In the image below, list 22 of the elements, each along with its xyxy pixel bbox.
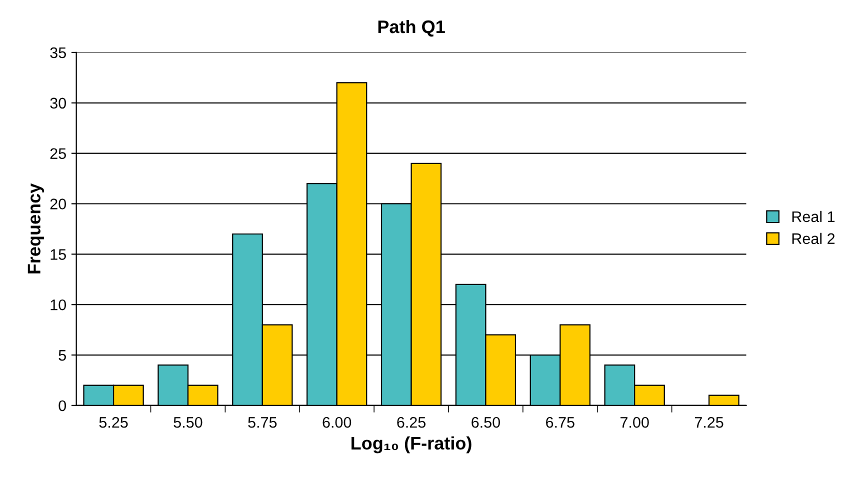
x-tick-label: 6.00 [322, 416, 352, 428]
x-tick-label: 6.25 [397, 416, 426, 428]
y-axis-title: Frequency [28, 183, 44, 274]
legend-label: Real 1 [792, 210, 835, 222]
y-tick-label: 15 [50, 249, 66, 260]
y-tick-label: 35 [50, 47, 66, 58]
y-tick-label: 0 [58, 400, 66, 412]
x-tick-label: 5.25 [99, 416, 128, 428]
x-tick-label: 5.75 [248, 417, 277, 428]
y-tick-label: 30 [50, 98, 66, 109]
y-tick-label: 25 [50, 148, 66, 160]
y-tick-label: 5 [58, 350, 66, 361]
x-tick-label: 6.50 [472, 416, 500, 428]
y-tick-label: 20 [50, 198, 66, 210]
x-tick-label: 7.00 [620, 416, 649, 428]
x-tick-label: 5.50 [174, 416, 202, 428]
legend-label: Real 2 [792, 232, 835, 244]
x-axis-title: Log₁₀ (F-ratio) [352, 436, 472, 454]
chart-title: Path Q1 [378, 20, 445, 37]
x-tick-label: 6.75 [546, 416, 574, 428]
y-tick-label: 10 [50, 299, 66, 310]
x-tick-label: 7.25 [694, 416, 724, 428]
